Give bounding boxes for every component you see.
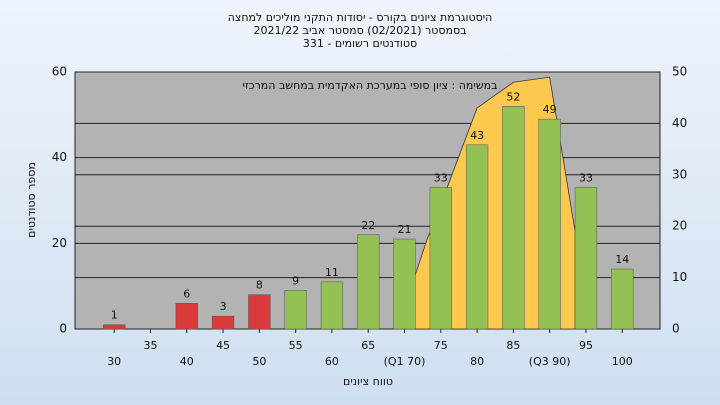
x-tick-label: 95 [579, 339, 593, 352]
y2-tick-label: 20 [672, 219, 687, 233]
y2-tick-label: 50 [672, 65, 687, 79]
x-axis-label: טווח ציונים [343, 375, 393, 388]
y2-tick-label: 10 [672, 270, 687, 284]
bar [284, 290, 307, 330]
data-label: 43 [470, 129, 484, 142]
x-tick-label: 80 [470, 355, 484, 368]
y-axis-label: מספר סטודנטים [25, 162, 38, 238]
x-tick-label: (Q3 90) [529, 355, 571, 368]
x-tick-label: 75 [434, 339, 448, 352]
x-tick-label: 65 [361, 339, 375, 352]
data-label: 3 [220, 300, 227, 313]
bar [611, 268, 634, 330]
bar [248, 294, 271, 330]
y-tick-label: 20 [52, 236, 67, 250]
y2-tick-label: 30 [672, 167, 687, 181]
x-tick-label: 35 [143, 339, 157, 352]
data-label: 52 [506, 90, 520, 103]
y-tick-label: 40 [52, 150, 67, 164]
x-tick-label: 45 [216, 339, 230, 352]
bar [429, 187, 452, 330]
bar [574, 187, 598, 330]
y2-tick-label: 0 [672, 322, 680, 336]
data-label: 14 [615, 253, 629, 266]
chart-subtitle: בסמסטר (02/2021) סמסטר אביב 2021/22 [253, 24, 466, 37]
bar [393, 238, 416, 330]
x-tick-label: 40 [180, 355, 194, 368]
data-label: 21 [398, 223, 412, 236]
bar [502, 106, 525, 330]
bar [320, 281, 344, 330]
y2-tick-label: 40 [672, 116, 687, 130]
data-label: 49 [543, 103, 557, 116]
data-label: 6 [183, 287, 190, 300]
annotation: במשימה : ציון סופי במערכת האקדמית במחשב … [243, 79, 498, 92]
x-tick-label: 50 [252, 355, 266, 368]
x-tick-label: 85 [506, 339, 520, 352]
data-label: 33 [579, 172, 593, 185]
x-tick-label: (Q1 70) [384, 355, 426, 368]
bar [211, 315, 235, 330]
x-tick-label: 55 [289, 339, 303, 352]
x-tick-label: 30 [107, 355, 121, 368]
x-tick-label: 100 [612, 355, 633, 368]
bar [175, 303, 198, 330]
data-label: 8 [256, 279, 263, 292]
data-label: 33 [434, 172, 448, 185]
bar [465, 144, 489, 330]
chart-subtitle: סטודנטים רשומים - 331 [303, 37, 417, 50]
y-tick-label: 0 [59, 322, 67, 336]
bar [357, 234, 380, 330]
data-label: 9 [292, 274, 299, 287]
data-label: 22 [361, 219, 375, 232]
chart-title: היסטוגרמת ציונים בקורס - יסודות התקני מו… [228, 11, 493, 24]
bar [538, 118, 561, 330]
bar [103, 324, 126, 330]
x-tick-label: 60 [325, 355, 339, 368]
y-tick-label: 60 [52, 65, 67, 79]
data-label: 1 [111, 309, 118, 322]
data-label: 11 [325, 266, 339, 279]
